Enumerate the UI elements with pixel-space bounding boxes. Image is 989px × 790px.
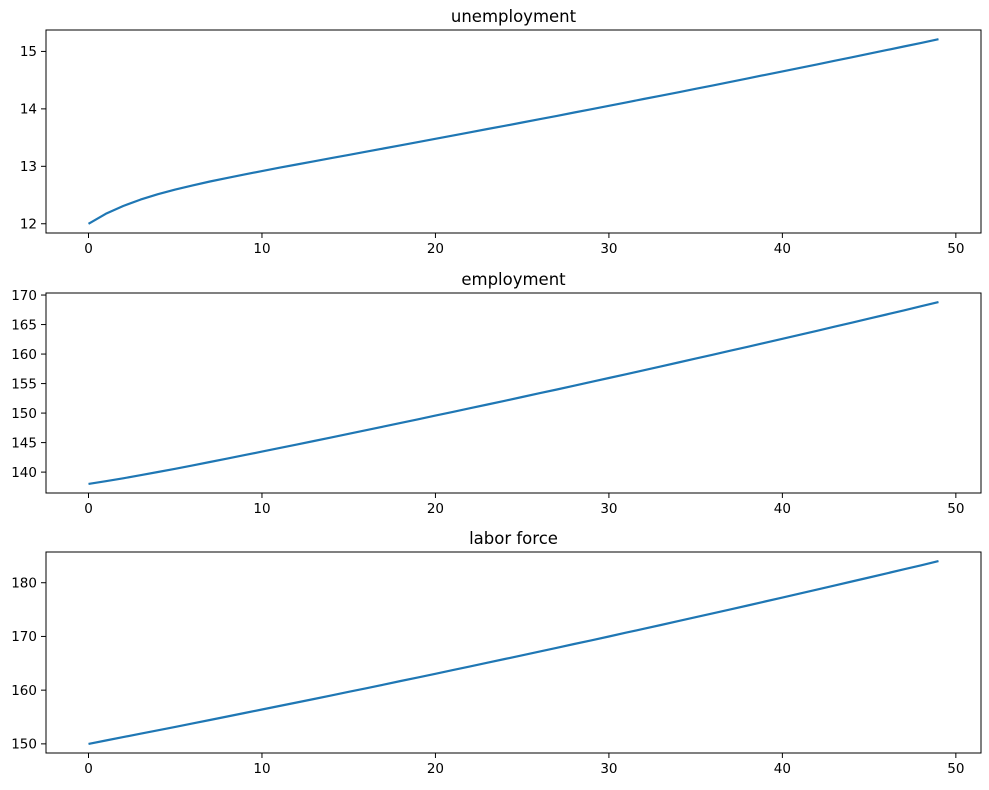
x-tick-label: 30 xyxy=(600,761,617,777)
y-tick-label: 180 xyxy=(11,576,37,592)
y-tick-label: 15 xyxy=(20,44,37,60)
y-tick-label: 12 xyxy=(20,217,37,233)
x-tick-label: 10 xyxy=(253,241,270,257)
x-tick-label: 30 xyxy=(600,501,617,517)
x-tick-label: 50 xyxy=(947,501,964,517)
y-tick-label: 14 xyxy=(20,102,37,118)
axes-frame xyxy=(45,292,982,494)
y-tick-label: 150 xyxy=(11,406,37,422)
subplot-employment: 0 10 20 30 40 50 140 145 150 155 160 165 170 xyxy=(11,288,982,517)
axes-frame xyxy=(45,29,982,234)
x-tick-label: 20 xyxy=(427,241,444,257)
y-tick-label: 150 xyxy=(11,737,37,753)
x-tick-label: 20 xyxy=(427,761,444,777)
subplot-unemployment: 0 10 20 30 40 50 12 13 14 15 xyxy=(20,29,982,257)
y-tick-label: 160 xyxy=(11,347,37,363)
axes-frame xyxy=(45,551,982,754)
y-tick-label: 140 xyxy=(11,465,37,481)
x-tick-label: 0 xyxy=(84,241,93,257)
series-line xyxy=(87,38,939,225)
x-tick-label: 40 xyxy=(774,241,791,257)
x-tick-label: 0 xyxy=(84,501,93,517)
subplot2-title: employment xyxy=(461,270,566,289)
y-tick-label: 155 xyxy=(11,376,37,392)
x-tick-label: 10 xyxy=(253,761,270,777)
x-tick-label: 50 xyxy=(947,761,964,777)
x-tick-label: 0 xyxy=(84,761,93,777)
x-tick-label: 50 xyxy=(947,241,964,257)
y-tick-label: 145 xyxy=(11,435,37,451)
x-tick-label: 30 xyxy=(600,241,617,257)
subplot1-title: unemployment xyxy=(451,7,577,26)
y-tick-label: 13 xyxy=(20,159,37,175)
subplot3-title: labor force xyxy=(469,529,558,548)
y-tick-label: 170 xyxy=(11,629,37,645)
x-tick-label: 20 xyxy=(427,501,444,517)
y-tick-label: 165 xyxy=(11,317,37,333)
y-tick-label: 160 xyxy=(11,683,37,699)
series-line xyxy=(88,301,939,485)
x-tick-label: 40 xyxy=(774,761,791,777)
x-tick-label: 10 xyxy=(253,501,270,517)
series-line xyxy=(88,560,939,745)
subplot-labor-force: 0 10 20 30 40 50 150 160 170 180 xyxy=(11,551,982,777)
x-tick-label: 40 xyxy=(774,501,791,517)
y-tick-label: 170 xyxy=(11,288,37,304)
